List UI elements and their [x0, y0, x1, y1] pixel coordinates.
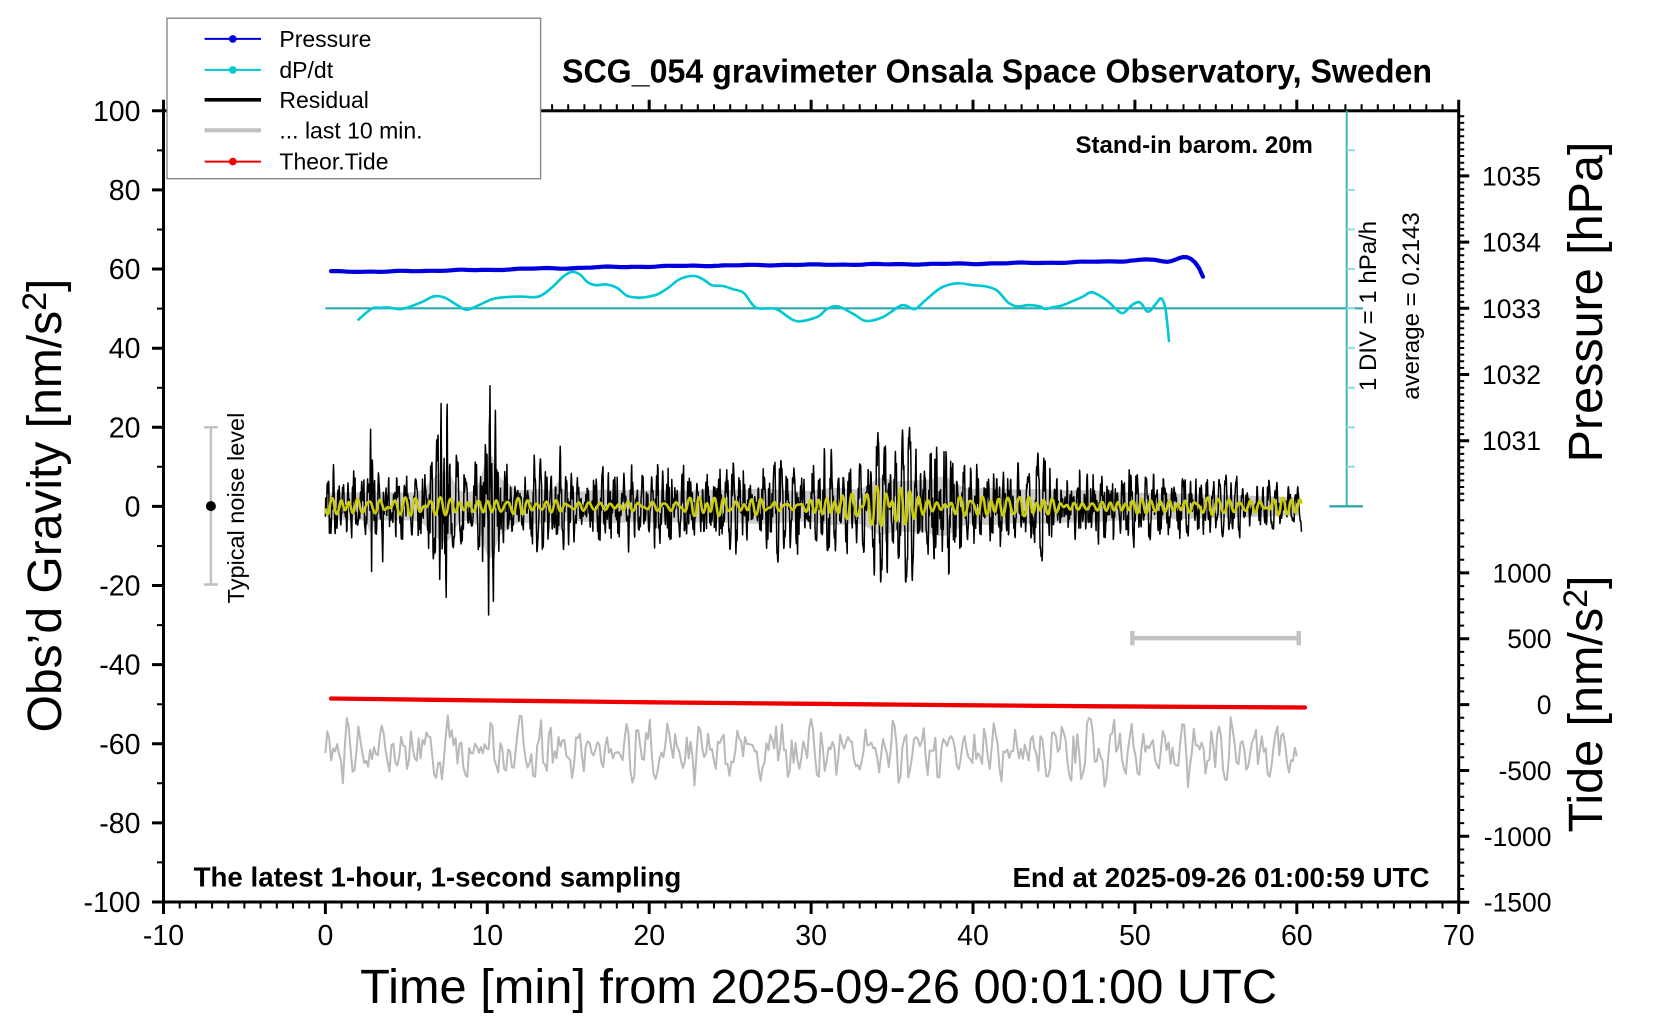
- svg-text:1032: 1032: [1482, 360, 1541, 390]
- svg-text:0: 0: [1537, 690, 1552, 720]
- svg-text:... last 10 min.: ... last 10 min.: [279, 117, 422, 143]
- svg-text:20: 20: [109, 412, 141, 444]
- svg-text:1033: 1033: [1482, 294, 1541, 324]
- svg-text:50: 50: [1119, 920, 1151, 952]
- svg-text:-1000: -1000: [1484, 822, 1552, 852]
- svg-text:Tide [nm/s2]: Tide [nm/s2]: [1557, 575, 1613, 832]
- svg-text:Time [min] from 2025-09-26 00:: Time [min] from 2025-09-26 00:01:00 UTC: [360, 960, 1277, 1014]
- svg-text:Pressure [hPa]: Pressure [hPa]: [1559, 142, 1613, 463]
- svg-text:1035: 1035: [1482, 161, 1541, 191]
- svg-text:Pressure: Pressure: [279, 26, 371, 52]
- svg-text:40: 40: [957, 920, 989, 952]
- svg-text:Theor.Tide: Theor.Tide: [279, 149, 388, 175]
- svg-text:-60: -60: [99, 729, 140, 761]
- svg-text:-80: -80: [99, 808, 140, 840]
- svg-text:SCG_054 gravimeter Onsala Spac: SCG_054 gravimeter Onsala Space Observat…: [562, 54, 1432, 91]
- svg-text:1 DIV = 1 hPa/h: 1 DIV = 1 hPa/h: [1355, 221, 1382, 391]
- svg-text:20: 20: [633, 920, 665, 952]
- svg-text:The latest 1-hour, 1-second sa: The latest 1-hour, 1-second sampling: [194, 862, 682, 893]
- svg-text:1031: 1031: [1482, 426, 1541, 456]
- svg-text:500: 500: [1507, 624, 1551, 654]
- svg-text:average = 0.2143: average = 0.2143: [1398, 212, 1425, 400]
- svg-text:100: 100: [93, 96, 141, 128]
- svg-text:0: 0: [317, 920, 333, 952]
- svg-text:-40: -40: [99, 650, 140, 682]
- svg-text:70: 70: [1443, 920, 1475, 952]
- svg-text:-1500: -1500: [1484, 888, 1552, 918]
- svg-text:dP/dt: dP/dt: [279, 57, 333, 83]
- svg-text:60: 60: [109, 254, 141, 286]
- svg-text:40: 40: [109, 333, 141, 365]
- svg-text:10: 10: [471, 920, 503, 952]
- svg-text:-20: -20: [99, 571, 140, 603]
- svg-text:1000: 1000: [1493, 558, 1552, 588]
- svg-text:Typical noise level: Typical noise level: [223, 413, 249, 604]
- svg-text:80: 80: [109, 175, 141, 207]
- svg-text:-500: -500: [1498, 756, 1551, 786]
- svg-text:Stand-in barom. 20m: Stand-in barom. 20m: [1076, 132, 1313, 159]
- svg-text:60: 60: [1281, 920, 1313, 952]
- svg-text:-100: -100: [83, 887, 140, 919]
- svg-text:End at 2025-09-26 01:00:59 UTC: End at 2025-09-26 01:00:59 UTC: [1012, 862, 1429, 893]
- svg-text:-10: -10: [143, 920, 184, 952]
- svg-text:0: 0: [125, 491, 141, 523]
- svg-text:Obs’d Gravity [nm/s2]: Obs’d Gravity [nm/s2]: [16, 279, 72, 733]
- svg-text:1034: 1034: [1482, 228, 1541, 258]
- svg-text:Residual: Residual: [279, 87, 369, 113]
- svg-text:30: 30: [795, 920, 827, 952]
